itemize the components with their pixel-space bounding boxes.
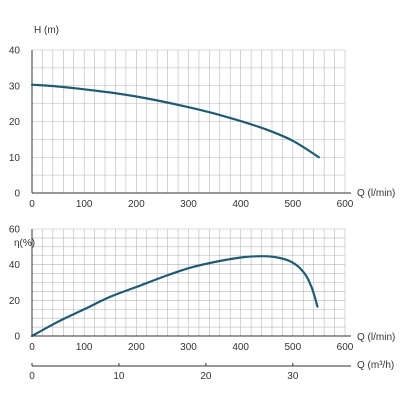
head-y-axis-label: H (m) — [34, 25, 59, 36]
efficiency-secondary-x-tick-label: 30 — [287, 371, 299, 382]
efficiency-y-tick-label: 0 — [14, 332, 20, 343]
head-x-tick-label: 0 — [29, 199, 35, 210]
head-x-tick-label: 400 — [232, 199, 249, 210]
efficiency-chart: η(%) Q (l/min) Q (m³/h) 0 100 200 300 400 500… — [9, 225, 395, 383]
efficiency-y-axis-label: η(%) — [14, 238, 35, 249]
head-x-tick-label: 200 — [128, 199, 145, 210]
efficiency-secondary-x-tick-label: 0 — [29, 371, 35, 382]
head-x-tick-label: 100 — [76, 199, 93, 210]
efficiency-x-tick-label: 300 — [180, 342, 197, 353]
efficiency-y-tick-label: 20 — [9, 296, 21, 307]
head-y-tick-label: 10 — [9, 153, 21, 164]
efficiency-secondary-x-tick-label: 20 — [200, 371, 212, 382]
head-y-tick-label: 30 — [9, 81, 21, 92]
head-y-tick-label: 20 — [9, 117, 21, 128]
efficiency-x-tick-label: 600 — [337, 342, 354, 353]
efficiency-secondary-x-axis-label: Q (m³/h) — [357, 360, 394, 371]
efficiency-x-tick-label: 200 — [128, 342, 145, 353]
efficiency-y-tick-label: 60 — [9, 225, 21, 236]
efficiency-x-tick-label: 100 — [76, 342, 93, 353]
efficiency-x-tick-label: 500 — [284, 342, 301, 353]
efficiency-secondary-x-tick-label: 10 — [113, 371, 125, 382]
head-curve — [30, 83, 320, 159]
head-chart: H (m) Q (l/min) 0 100 200 300 400 500 600 0 10 20… — [9, 25, 395, 210]
head-x-tick-label: 600 — [337, 199, 354, 210]
head-grid — [31, 49, 346, 194]
head-x-tick-label: 500 — [284, 199, 301, 210]
efficiency-curve — [30, 255, 319, 338]
efficiency-x-tick-label: 400 — [232, 342, 249, 353]
efficiency-x-axis-label: Q (l/min) — [357, 332, 395, 343]
head-x-tick-label: 300 — [180, 199, 197, 210]
head-x-axis-label: Q (l/min) — [357, 188, 395, 199]
head-y-tick-label: 0 — [14, 189, 20, 200]
efficiency-x-tick-label: 0 — [29, 342, 35, 353]
efficiency-y-tick-label: 40 — [9, 260, 21, 271]
head-y-tick-label: 40 — [9, 46, 21, 57]
efficiency-grid — [31, 228, 346, 337]
